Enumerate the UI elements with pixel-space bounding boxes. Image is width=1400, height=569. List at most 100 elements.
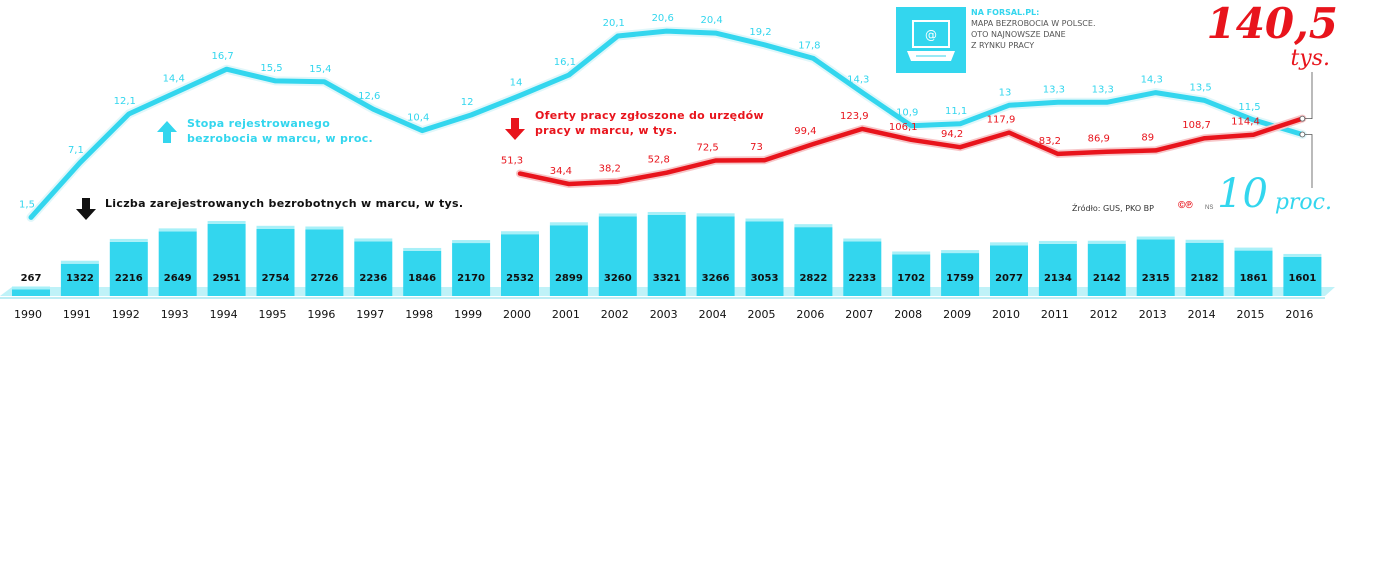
x-tick-label: 2016 (1285, 308, 1313, 321)
rate-point-label: 14,3 (847, 75, 869, 86)
rate-latest-unit: proc. (1274, 190, 1332, 215)
rate-point-label: 20,1 (603, 18, 625, 29)
offers-point-label: 94,2 (941, 129, 963, 140)
offers-point-label: 89 (1141, 132, 1154, 143)
x-tick-label: 2008 (894, 308, 922, 321)
rate-point-label: 16,7 (211, 51, 233, 62)
bar-value-label: 2951 (213, 273, 241, 284)
rate-line-group: 1,5 7,1 12,1 14,4 16,7 15,5 15,4 12,6 10,4 12 14 16… (19, 13, 1307, 222)
promo-box[interactable]: @ (896, 7, 966, 73)
rate-leader-line (1302, 134, 1313, 188)
promo-text[interactable]: Na forsal.pl: Mapa bezrobocia w Polsce. … (971, 7, 1095, 51)
bar (12, 289, 50, 296)
bar-top-face (745, 218, 784, 222)
bar (843, 241, 882, 296)
bar-top-face (501, 231, 539, 235)
rate-point-label: 1,5 (19, 199, 35, 210)
x-tick-label: 2001 (552, 308, 580, 321)
bar-value-label: 2170 (457, 273, 485, 284)
bar-top-face (158, 228, 197, 232)
bar-value-label: 2822 (799, 273, 827, 284)
bar (403, 250, 442, 296)
x-tick-label: 2005 (748, 308, 776, 321)
bar-top-face (1087, 240, 1126, 244)
bar-top-face (549, 222, 588, 226)
bar (941, 253, 980, 296)
rate-point-label: 14,4 (163, 74, 185, 85)
bar (452, 243, 491, 296)
offers-point-label: 106,1 (889, 122, 918, 133)
rate-point-label: 10,4 (407, 113, 429, 124)
bar-top-face (256, 225, 295, 229)
x-tick-label: 1995 (259, 308, 287, 321)
bar-value-label: 2142 (1093, 273, 1121, 284)
x-tick-label: 1992 (112, 308, 140, 321)
up-arrow-icon (157, 121, 177, 143)
bar (598, 216, 637, 296)
bar-value-label: 2899 (555, 273, 583, 284)
bar-value-label: 3260 (604, 273, 632, 284)
bar-top-face (1283, 253, 1322, 257)
rate-legend: Stopa rejestrowanego bezrobocia w marcu,… (187, 117, 374, 145)
rate-point-label: 13,5 (1189, 82, 1211, 93)
x-tick-label: 2000 (503, 308, 531, 321)
bar (109, 241, 148, 296)
svg-text:@: @ (925, 28, 937, 42)
rate-point-label: 11,5 (1238, 102, 1260, 113)
bar-top-face (1185, 239, 1224, 243)
x-tick-label: 2002 (601, 308, 629, 321)
bar (60, 263, 99, 296)
offers-point-label: 123,9 (840, 111, 869, 122)
x-tick-label: 2014 (1188, 308, 1216, 321)
bar-value-label: 267 (21, 273, 42, 284)
bar-value-label: 2726 (310, 273, 338, 284)
bar-value-label: 3266 (702, 273, 730, 284)
bar (794, 227, 833, 296)
bar (305, 229, 344, 296)
offers-leader-dot (1299, 115, 1306, 122)
bar-top-face (354, 238, 393, 242)
x-tick-label: 2007 (845, 308, 873, 321)
x-tick-label: 1994 (210, 308, 238, 321)
offers-point-label: 86,9 (1088, 134, 1110, 145)
bar-top-face (647, 211, 686, 215)
rate-point-label: 14 (510, 78, 523, 89)
bar-top-face (941, 250, 980, 254)
rate-point-label: 13,3 (1043, 84, 1065, 95)
rate-point-label: 13,3 (1092, 84, 1114, 95)
copyright-mark: ©℗ (1178, 200, 1193, 211)
offers-point-label: 52,8 (648, 155, 670, 166)
unemployed-legend: Liczba zarejestrowanych bezrobotnych w m… (105, 197, 464, 210)
credit-mark: NS (1205, 205, 1214, 211)
bar-top-face (1038, 240, 1077, 244)
bar (207, 223, 246, 296)
x-tick-label: 2010 (992, 308, 1020, 321)
bar-value-label: 2315 (1142, 273, 1170, 284)
bar-top-face (598, 213, 637, 217)
bar (1283, 256, 1322, 296)
rate-leader-dot (1299, 131, 1306, 138)
bar-top-face (403, 247, 442, 251)
x-tick-label: 2011 (1041, 308, 1069, 321)
bar-value-label: 1846 (408, 273, 436, 284)
x-tick-label: 1996 (307, 308, 335, 321)
offers-point-label: 51,3 (501, 156, 523, 167)
rate-point-label: 12,1 (114, 96, 136, 107)
bar-top-face (305, 226, 344, 230)
callout-leaders (1299, 72, 1313, 188)
rate-latest-value: 10 (1217, 171, 1268, 217)
bar (745, 221, 784, 296)
bar-value-label: 2236 (359, 273, 387, 284)
rate-point-label: 10,9 (896, 108, 918, 119)
x-tick-label: 2003 (650, 308, 678, 321)
rate-point-label: 12 (461, 97, 474, 108)
bar (158, 231, 197, 296)
offers-point-label: 72,5 (696, 143, 718, 154)
bar-value-label: 2134 (1044, 273, 1072, 284)
bar-value-label: 3321 (653, 273, 681, 284)
rate-point-label: 13 (999, 87, 1012, 98)
rate-point-label: 14,3 (1141, 75, 1163, 86)
offers-latest-value: 140,5 (1206, 0, 1338, 48)
offers-point-label: 99,4 (794, 126, 816, 137)
